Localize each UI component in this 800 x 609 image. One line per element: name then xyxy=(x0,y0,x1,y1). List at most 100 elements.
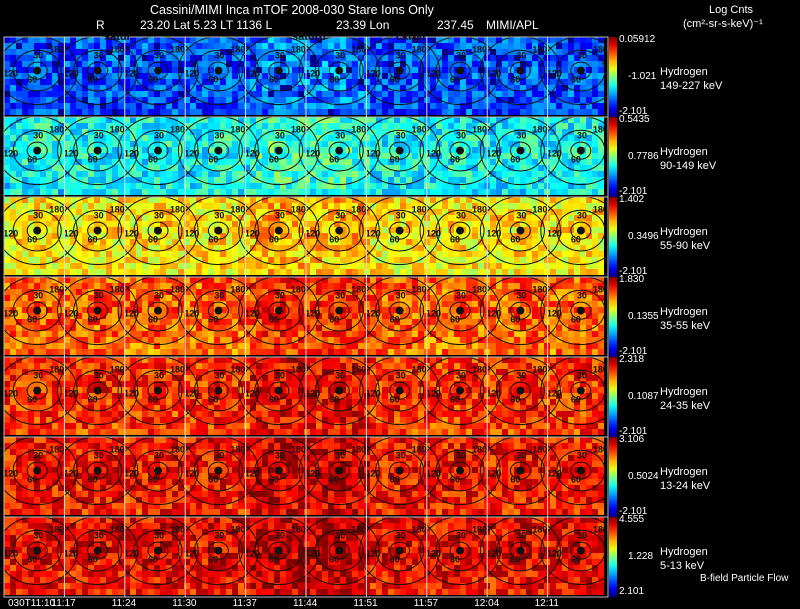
heat-cell xyxy=(328,141,334,147)
heat-cell xyxy=(46,209,52,215)
heat-cell xyxy=(394,269,400,275)
heat-cell xyxy=(496,123,502,129)
heat-cell xyxy=(196,73,202,79)
heat-cell xyxy=(418,85,424,91)
heat-cell xyxy=(466,123,472,129)
heat-cell xyxy=(400,91,406,97)
heat-cell xyxy=(334,183,340,189)
heat-cell xyxy=(526,73,532,79)
heat-cell xyxy=(250,91,256,97)
heat-cell xyxy=(286,197,292,203)
heat-cell xyxy=(22,61,28,67)
contour-label: 60 xyxy=(208,155,218,165)
heat-cell xyxy=(412,79,418,85)
heat-cell xyxy=(64,233,70,239)
heat-cell xyxy=(574,215,580,221)
heat-cell xyxy=(70,85,76,91)
heat-cell xyxy=(220,183,226,189)
heat-cell xyxy=(220,283,226,289)
heat-cell xyxy=(418,307,424,313)
heat-cell xyxy=(28,43,34,49)
heat-cell xyxy=(436,135,442,141)
heat-cell xyxy=(172,319,178,325)
heat-cell xyxy=(358,197,364,203)
heat-cell xyxy=(358,67,364,73)
heat-cell xyxy=(112,239,118,245)
heat-cell xyxy=(280,203,286,209)
heat-cell xyxy=(586,147,592,153)
heat-cell xyxy=(442,227,448,233)
heat-cell xyxy=(406,177,412,183)
heat-cell xyxy=(274,55,280,61)
heat-cell xyxy=(244,165,250,171)
heat-cell xyxy=(514,159,520,165)
heat-cell xyxy=(70,307,76,313)
heat-cell xyxy=(442,233,448,239)
heat-cell xyxy=(202,289,208,295)
heat-cell xyxy=(298,277,304,283)
heat-cell xyxy=(448,263,454,269)
heat-cell xyxy=(502,147,508,153)
heat-cell xyxy=(154,103,160,109)
heat-cell xyxy=(160,203,166,209)
heat-cell xyxy=(280,283,286,289)
heat-cell xyxy=(586,319,592,325)
heat-cell xyxy=(514,269,520,275)
heat-cell xyxy=(106,109,112,115)
heat-cell xyxy=(598,183,604,189)
heat-cell xyxy=(364,129,370,135)
heat-cell xyxy=(172,307,178,313)
heat-cell xyxy=(580,177,586,183)
heat-cell xyxy=(232,239,238,245)
heat-cell xyxy=(124,49,130,55)
heat-cell xyxy=(310,257,316,263)
heat-cell xyxy=(4,147,10,153)
heat-cell xyxy=(550,307,556,313)
heat-cell xyxy=(562,97,568,103)
heat-cell xyxy=(496,233,502,239)
heat-cell xyxy=(466,221,472,227)
heat-cell xyxy=(256,85,262,91)
heat-cell xyxy=(448,171,454,177)
contour-line xyxy=(87,221,109,240)
heat-cell xyxy=(124,245,130,251)
heat-cell xyxy=(70,49,76,55)
heat-cell xyxy=(340,313,346,319)
heat-cell xyxy=(544,277,550,283)
heat-cell xyxy=(46,67,52,73)
heat-cell xyxy=(592,257,598,263)
heat-cell xyxy=(466,141,472,147)
heat-cell xyxy=(22,67,28,73)
heat-cell xyxy=(88,183,94,189)
heat-cell xyxy=(568,159,574,165)
heat-cell xyxy=(496,171,502,177)
heat-cell xyxy=(454,209,460,215)
heat-cell xyxy=(358,85,364,91)
heat-cell xyxy=(70,141,76,147)
heat-cell xyxy=(244,153,250,159)
heat-cell xyxy=(514,233,520,239)
heat-cell xyxy=(22,123,28,129)
heat-cell xyxy=(118,239,124,245)
heat-cell xyxy=(106,147,112,153)
heat-cell xyxy=(10,251,16,257)
heat-cell xyxy=(340,197,346,203)
heat-cell xyxy=(142,43,148,49)
heat-cell xyxy=(58,159,64,165)
heat-cell xyxy=(472,109,478,115)
heat-cell xyxy=(52,85,58,91)
heat-cell xyxy=(586,159,592,165)
contour-label: 120 xyxy=(124,69,139,79)
heat-cell xyxy=(514,251,520,257)
heat-cell xyxy=(190,141,196,147)
heat-cell xyxy=(514,301,520,307)
heat-cell xyxy=(358,171,364,177)
heat-cell xyxy=(268,183,274,189)
heat-cell xyxy=(568,251,574,257)
heat-cell xyxy=(154,289,160,295)
heat-cell xyxy=(448,37,454,43)
field-center xyxy=(335,226,344,235)
heat-cell xyxy=(586,277,592,283)
heat-cell xyxy=(256,189,262,195)
heat-cell xyxy=(430,215,436,221)
